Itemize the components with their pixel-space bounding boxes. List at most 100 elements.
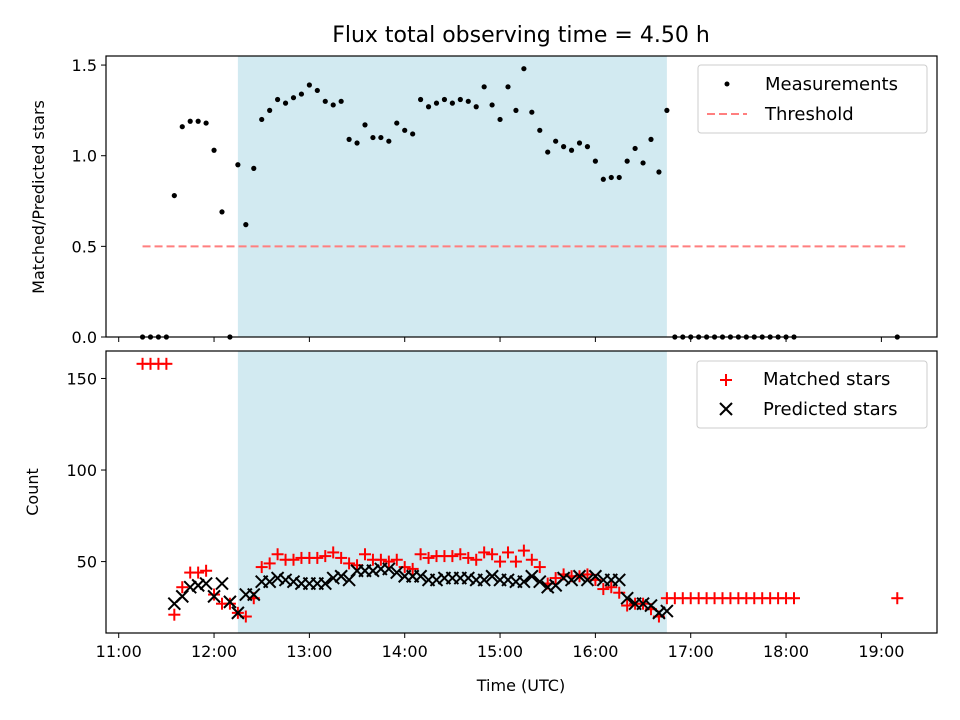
matched-star-point (351, 559, 364, 572)
matched-star-point (382, 555, 395, 568)
x-tick-label: 13:00 (286, 642, 332, 661)
predicted-star-point (541, 580, 555, 594)
predicted-star-point (461, 571, 475, 585)
legend-predicted-label: Predicted stars (763, 399, 897, 420)
measurement-point (433, 100, 440, 106)
predicted-star-point (382, 562, 396, 576)
matched-star-point (327, 546, 340, 559)
matched-star-point (255, 561, 268, 574)
observing-window-span (237, 351, 667, 633)
predicted-star-point (270, 571, 285, 585)
measurement-point (338, 98, 344, 104)
measurement-point (576, 140, 583, 146)
measurement-point (425, 104, 432, 110)
matched-star-point (168, 608, 181, 621)
measurement-point (290, 95, 297, 101)
predicted-star-point (485, 569, 499, 583)
matched-star-point (223, 597, 236, 610)
matched-star-point (176, 581, 189, 594)
matched-star-point (192, 566, 205, 579)
matched-star-point (597, 583, 610, 596)
measurement-point (632, 145, 638, 152)
measurement-point (402, 127, 408, 133)
y-tick-label: 100 (66, 461, 97, 480)
measurement-point (616, 174, 622, 181)
x-tick-label: 16:00 (572, 642, 618, 661)
predicted-star-point (191, 578, 205, 593)
matched-star-point (414, 548, 427, 561)
measurement-point (513, 107, 519, 113)
matched-star-point (462, 551, 475, 564)
matched-star-point (271, 548, 284, 561)
legend-matched-marker (720, 374, 732, 386)
y-tick-label: 1.5 (72, 56, 97, 75)
measurement-point (418, 96, 424, 103)
matched-star-point (605, 581, 618, 594)
matched-star-point (517, 544, 530, 557)
matched-star-point (787, 592, 800, 605)
measurement-point (179, 124, 185, 130)
matched-star-point (335, 551, 348, 564)
measurement-point (187, 118, 193, 124)
bottom-legend: Matched stars Predicted stars (696, 360, 928, 429)
measurement-point (410, 131, 416, 137)
measurement-point (251, 165, 257, 171)
matched-star-point (422, 551, 435, 564)
measurement-point (592, 158, 598, 164)
predicted-star-point (223, 595, 237, 609)
predicted-star-point (660, 604, 674, 618)
predicted-star-point (501, 573, 515, 587)
matched-star-point (343, 557, 356, 570)
x-tick-label: 14:00 (382, 642, 428, 661)
bottom-highlight-layer (237, 351, 667, 633)
measurement-point (346, 136, 352, 142)
measurement-point (314, 87, 320, 94)
predicted-star-point (588, 569, 603, 583)
predicted-star-point (525, 569, 539, 583)
matched-star-point (470, 553, 483, 566)
matched-star-point (509, 555, 522, 568)
measurement-point (267, 107, 273, 113)
matched-star-point (446, 550, 459, 563)
legend-threshold-label: Threshold (764, 104, 854, 125)
matched-star-point (621, 599, 634, 612)
measurement-point (370, 134, 376, 141)
top-y-axis: 0.0 0.5 1.0 1.5 (72, 56, 106, 347)
matched-star-point (374, 553, 387, 566)
bottom-x-axis: 11:00 12:00 13:00 14:00 15:00 16:00 17:00 18:00… (96, 633, 904, 661)
measurement-point (354, 140, 360, 146)
y-tick-label: 50 (77, 553, 97, 572)
predicted-star-point (262, 575, 277, 589)
predicted-star-point (366, 564, 380, 578)
predicted-star-point (247, 587, 261, 602)
predicted-star-point (199, 576, 213, 591)
measurement-point (537, 127, 543, 133)
top-x-ticks (118, 337, 882, 342)
legend-matched-label: Matched stars (763, 369, 890, 390)
measurement-point (545, 149, 551, 155)
predicted-star-point (278, 573, 293, 587)
observing-window-span (237, 56, 667, 337)
measurement-point (489, 102, 495, 108)
matched-star-point (208, 588, 221, 601)
measurement-point (584, 144, 591, 150)
matched-star-point (525, 553, 538, 566)
measurement-point (481, 84, 487, 90)
x-tick-label: 15:00 (477, 642, 523, 661)
predicted-star-point (564, 573, 579, 587)
top-highlight-layer (237, 56, 667, 337)
matched-star-point (454, 548, 467, 561)
y-tick-label: 0.0 (72, 328, 97, 347)
matched-star-point (358, 548, 371, 561)
measurement-point (235, 162, 241, 168)
bottom-y-axis: 50 100 150 (66, 369, 106, 572)
matched-star-point (613, 586, 626, 599)
matched-star-point (478, 546, 491, 559)
predicted-star-point (215, 576, 229, 591)
measurement-point (648, 136, 654, 142)
measurement-point (529, 109, 535, 115)
top-panel: 0.0 0.5 1.0 1.5 Matched/Predicted stars Mea… (29, 55, 938, 347)
predicted-star-point (517, 575, 531, 589)
